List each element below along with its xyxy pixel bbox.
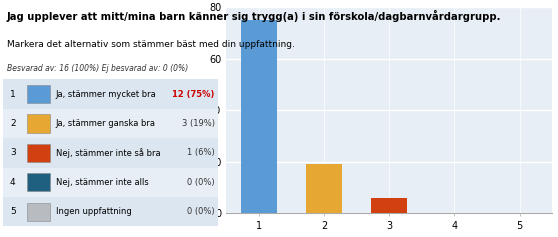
Text: Markera det alternativ som stämmer bäst med din uppfattning.: Markera det alternativ som stämmer bäst … (7, 40, 295, 49)
Text: 1 (6%): 1 (6%) (187, 148, 215, 157)
Text: Ingen uppfattning: Ingen uppfattning (56, 207, 132, 216)
Text: 0 (0%): 0 (0%) (187, 207, 215, 216)
Text: Jag upplever att mitt/mina barn känner sig trygg(a) i sin förskola/dagbarnvårdar: Jag upplever att mitt/mina barn känner s… (7, 9, 501, 22)
Text: 12 (75%): 12 (75%) (172, 90, 215, 99)
Text: 4: 4 (10, 178, 16, 187)
Text: 3 (19%): 3 (19%) (182, 119, 215, 128)
Text: 0 (0%): 0 (0%) (187, 178, 215, 187)
Bar (371, 198, 407, 213)
Bar (240, 20, 277, 213)
Text: Nej, stämmer inte alls: Nej, stämmer inte alls (56, 178, 148, 187)
Text: 1: 1 (10, 90, 16, 99)
Text: Nej, stämmer inte så bra: Nej, stämmer inte så bra (56, 148, 161, 158)
Text: Besvarad av: 16 (100%) Ej besvarad av: 0 (0%): Besvarad av: 16 (100%) Ej besvarad av: 0… (7, 64, 188, 73)
Text: 5: 5 (10, 207, 16, 216)
Text: 2: 2 (10, 119, 16, 128)
Text: Ja, stämmer mycket bra: Ja, stämmer mycket bra (56, 90, 157, 99)
Text: 3: 3 (10, 148, 16, 157)
Bar (306, 164, 342, 213)
Text: Ja, stämmer ganska bra: Ja, stämmer ganska bra (56, 119, 156, 128)
